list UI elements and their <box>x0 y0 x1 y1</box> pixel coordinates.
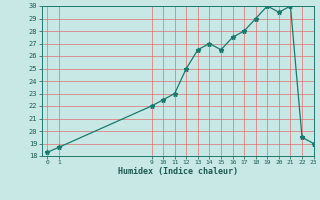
X-axis label: Humidex (Indice chaleur): Humidex (Indice chaleur) <box>118 167 237 176</box>
